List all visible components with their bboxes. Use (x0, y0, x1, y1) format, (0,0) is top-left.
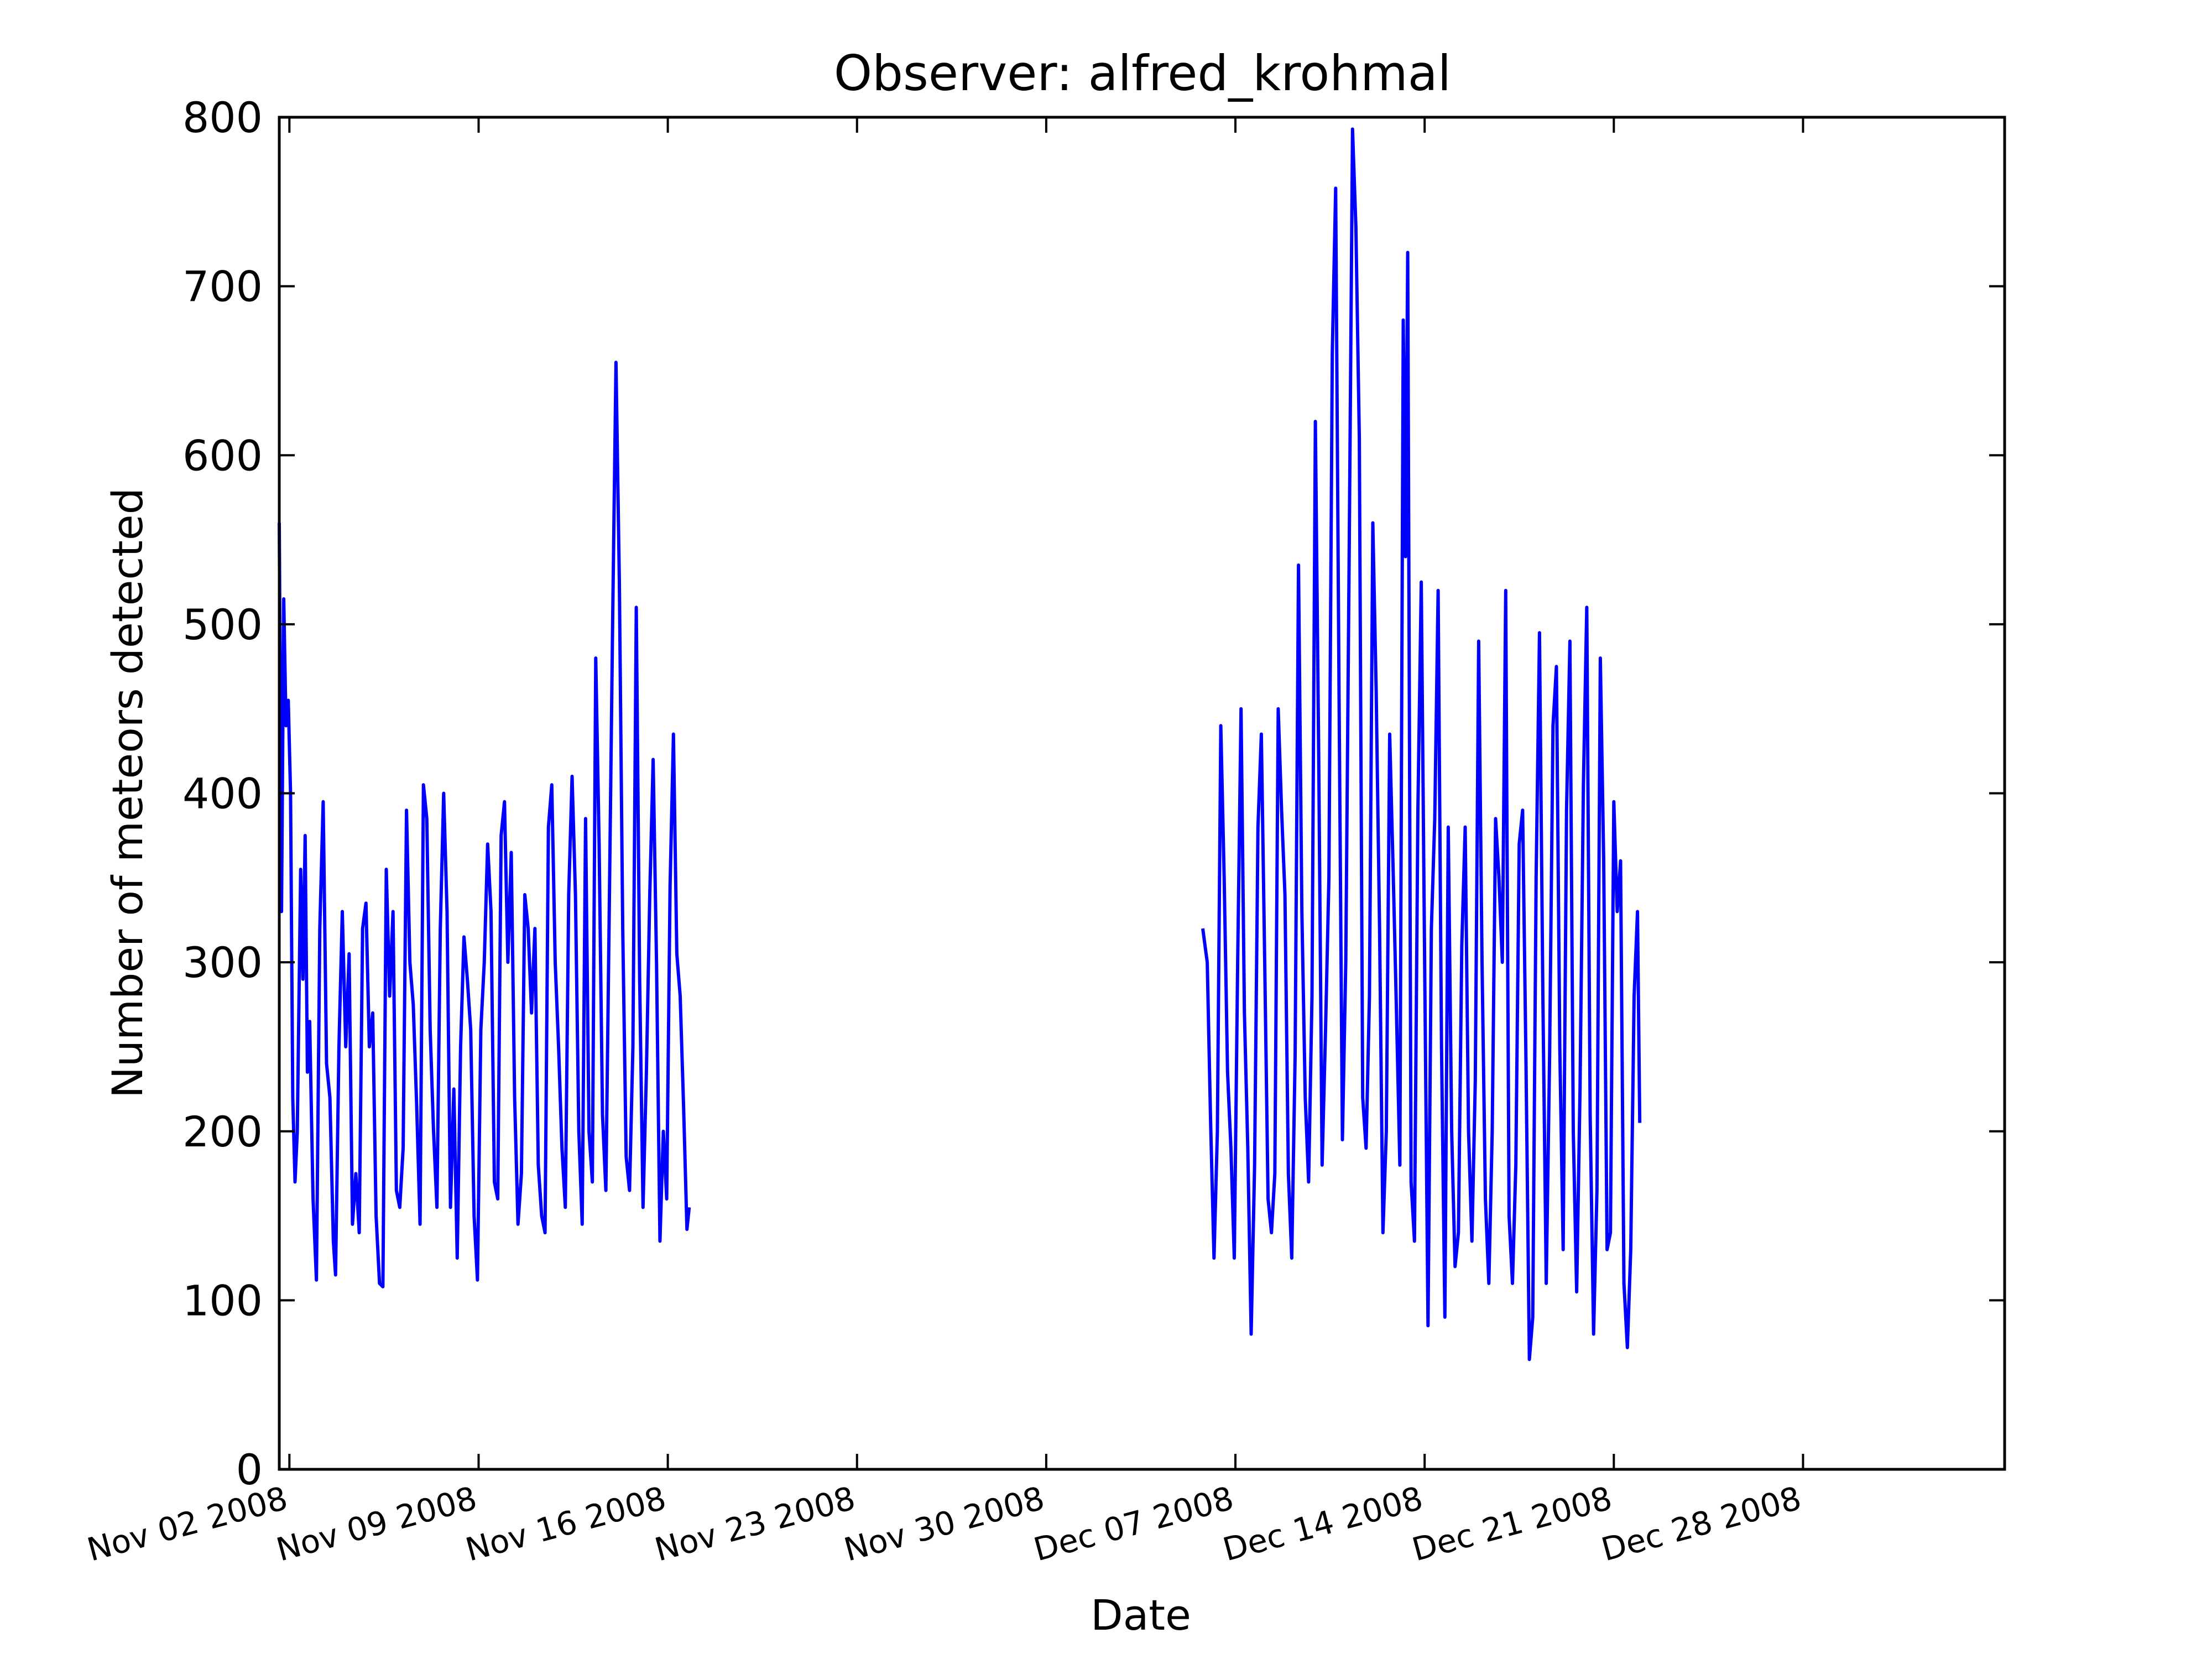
y-tick-label: 200 (182, 1107, 263, 1156)
y-axis: 0 100 200 300 400 500 600 700 800 (182, 93, 2005, 1494)
y-axis-label: Number of meteors detected (103, 488, 152, 1098)
series-line (278, 127, 1642, 1361)
y-tick-label: 300 (182, 938, 263, 987)
x-axis-label: Date (1091, 1590, 1191, 1640)
chart-title: Observer: alfred_krohmal (834, 45, 1451, 102)
y-tick-label: 400 (182, 769, 263, 818)
y-tick-label: 0 (236, 1445, 263, 1494)
y-tick-label: 100 (182, 1276, 263, 1325)
y-tick-label: 800 (182, 93, 263, 142)
y-tick-label: 700 (182, 262, 263, 311)
y-tick-label: 500 (182, 600, 263, 649)
y-tick-label: 600 (182, 431, 263, 480)
